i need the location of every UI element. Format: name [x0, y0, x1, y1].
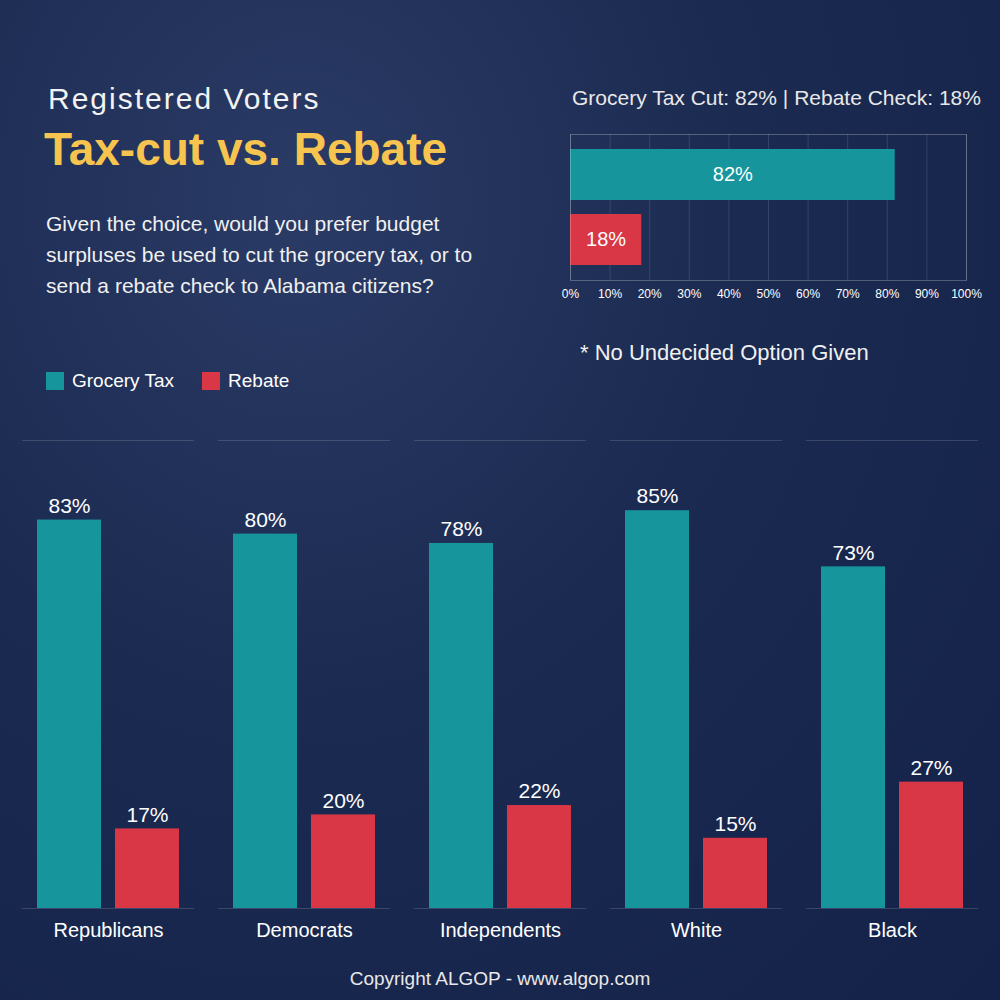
- html-text:Given the choice, would you pr: Given the choice, would you prefer budge…: [46, 212, 473, 297]
- svg-text:Republicans: Republicans: [53, 919, 163, 941]
- svg-text:18%: 18%: [586, 228, 626, 250]
- svg-text:30%: 30%: [677, 287, 701, 301]
- svg-text:80%: 80%: [875, 287, 899, 301]
- svg-text:70%: 70%: [836, 287, 860, 301]
- svg-text:Black: Black: [868, 919, 918, 941]
- svg-text:80%: 80%: [244, 508, 286, 531]
- svg-text:Democrats: Democrats: [256, 919, 353, 941]
- svg-text:73%: 73%: [832, 541, 874, 564]
- svg-text:27%: 27%: [910, 756, 952, 779]
- svg-text:22%: 22%: [518, 779, 560, 802]
- html-text:Tax-cut vs. Rebate: Tax-cut vs. Rebate: [44, 123, 448, 175]
- svg-text:100%: 100%: [951, 287, 982, 301]
- html-text:* No Undecided Option Given: * No Undecided Option Given: [580, 340, 869, 365]
- html-text:Copyright ALGOP - www.algop.co: Copyright ALGOP - www.algop.com: [349, 968, 651, 989]
- svg-text:82%: 82%: [713, 163, 753, 185]
- svg-text:85%: 85%: [636, 484, 678, 507]
- svg-text:40%: 40%: [717, 287, 741, 301]
- html-text:Grocery Tax Cut: 82% | Rebate: Grocery Tax Cut: 82% | Rebate Check: 18%: [572, 86, 981, 109]
- svg-text:78%: 78%: [440, 517, 482, 540]
- svg-text:17%: 17%: [126, 803, 168, 826]
- svg-text:15%: 15%: [714, 812, 756, 835]
- svg-text:83%: 83%: [48, 494, 90, 517]
- svg-text:60%: 60%: [796, 287, 820, 301]
- svg-text:90%: 90%: [915, 287, 939, 301]
- svg-text:20%: 20%: [322, 789, 364, 812]
- html-text:Registered Voters: Registered Voters: [48, 82, 321, 115]
- svg-text:10%: 10%: [598, 287, 622, 301]
- svg-text:20%: 20%: [638, 287, 662, 301]
- svg-text:White: White: [671, 919, 722, 941]
- svg-text:0%: 0%: [562, 287, 580, 301]
- svg-text:Independents: Independents: [440, 919, 561, 941]
- html-text:Rebate: Rebate: [228, 370, 290, 391]
- svg-text:50%: 50%: [756, 287, 780, 301]
- html-text:Grocery Tax: Grocery Tax: [72, 370, 175, 391]
